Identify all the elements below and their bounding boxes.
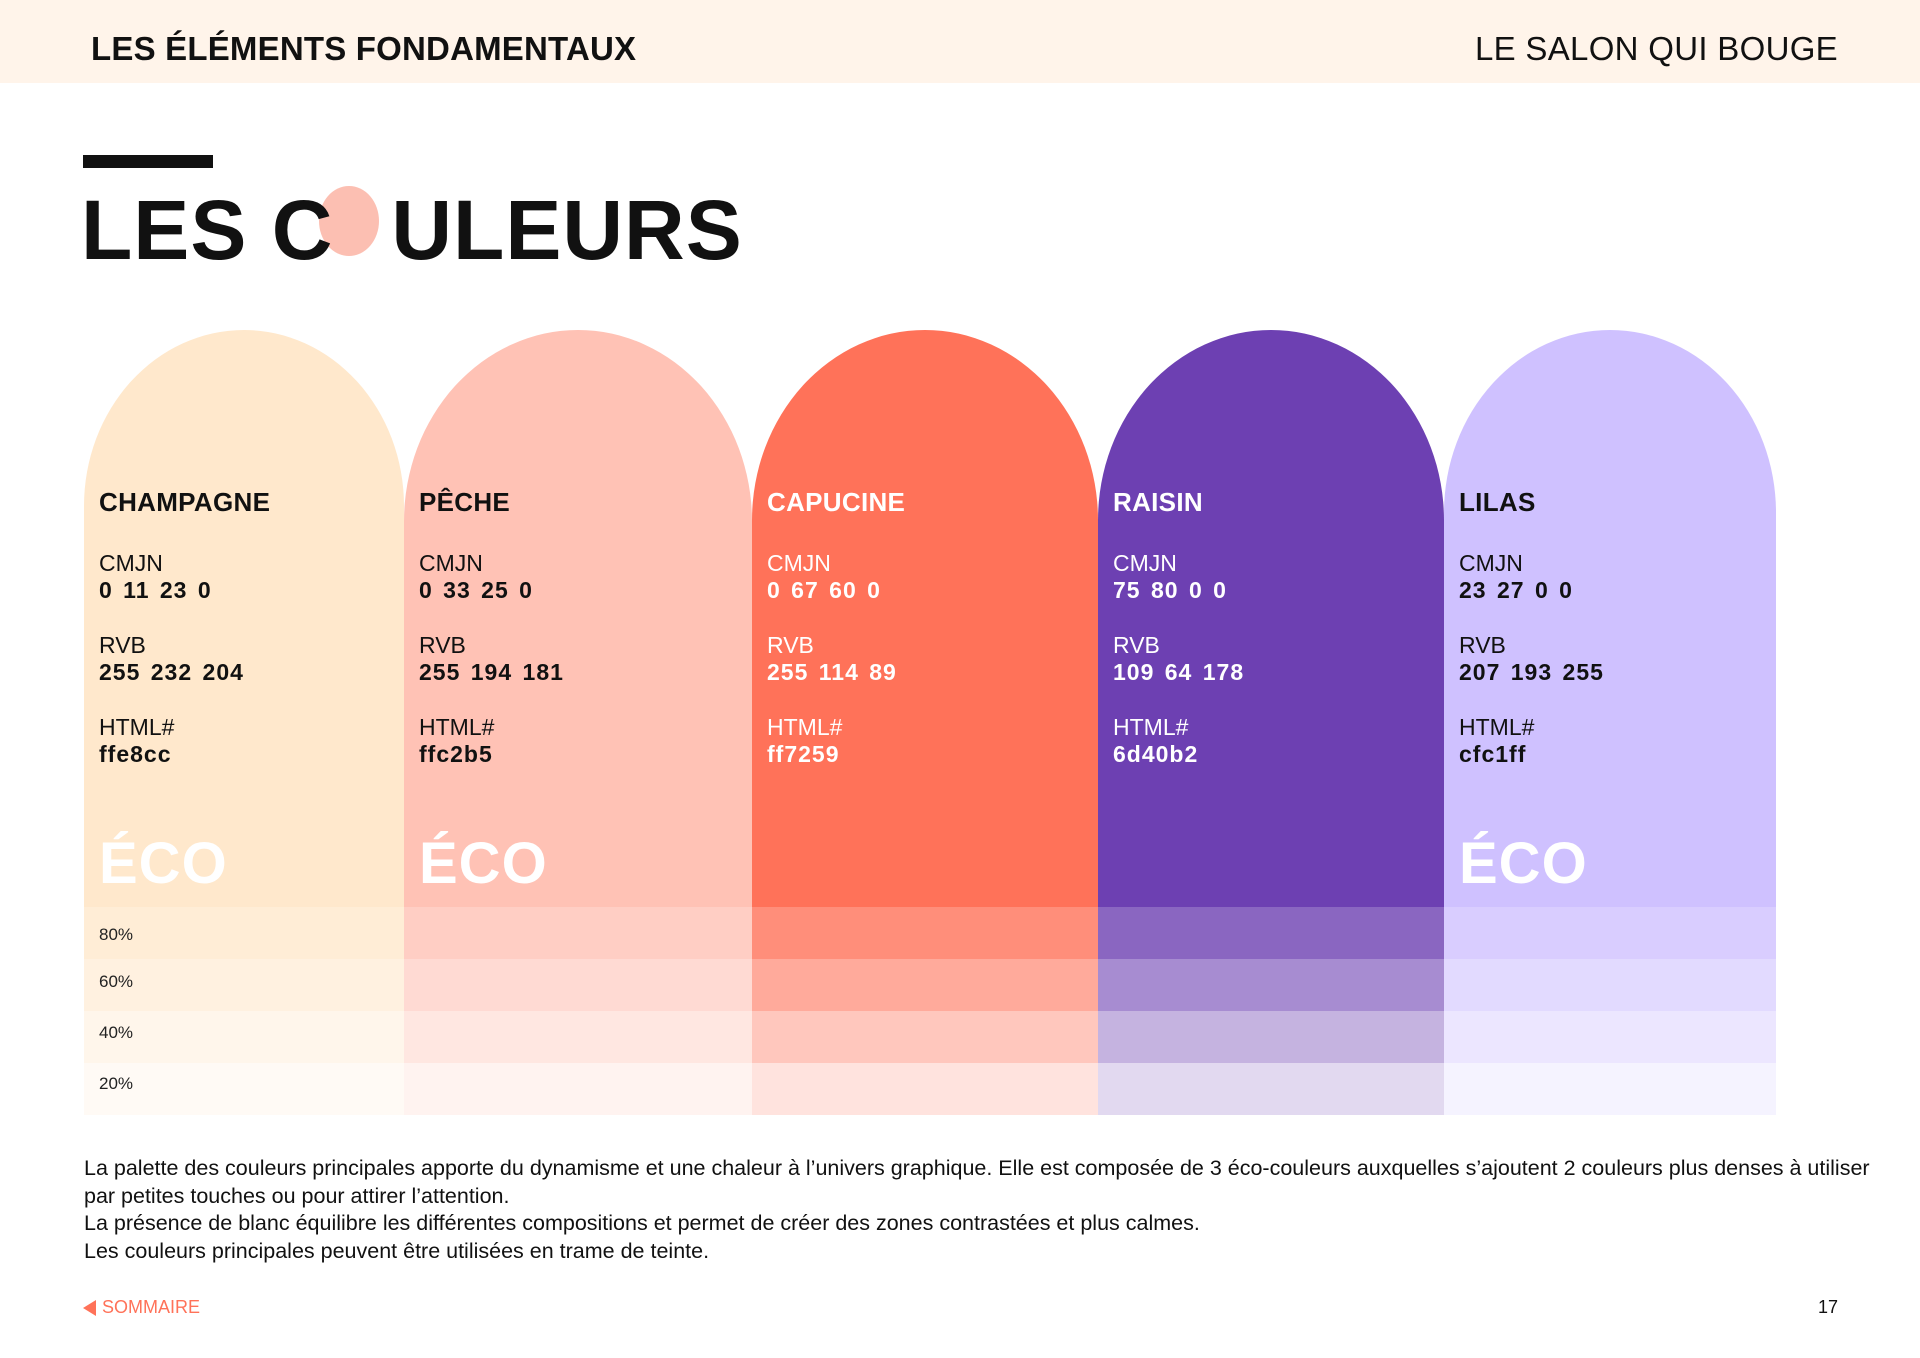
html-label: HTML# bbox=[1459, 714, 1535, 740]
cmyk-value: 0 11 23 0 bbox=[99, 577, 212, 603]
html-label: HTML# bbox=[767, 714, 843, 740]
palette-description: La palette des couleurs principales appo… bbox=[84, 1155, 1874, 1265]
rgb-label: RVB bbox=[1113, 632, 1160, 658]
cmyk-value: 23 27 0 0 bbox=[1459, 577, 1573, 603]
html-value: ffc2b5 bbox=[419, 741, 493, 767]
tint-label-20: 20% bbox=[99, 1074, 134, 1093]
tint-band bbox=[1444, 1011, 1776, 1063]
eco-label: ÉCO bbox=[99, 831, 228, 896]
tint-band bbox=[84, 1063, 404, 1115]
tint-band bbox=[84, 907, 404, 959]
html-value: ffe8cc bbox=[99, 741, 172, 767]
html-value: 6d40b2 bbox=[1113, 741, 1199, 767]
cmyk-value: 0 33 25 0 bbox=[419, 577, 533, 603]
tint-band bbox=[84, 1011, 404, 1063]
rgb-value: 255 232 204 bbox=[99, 659, 244, 685]
color-name: LILAS bbox=[1459, 487, 1536, 517]
page-title: LES C ULEURS bbox=[81, 185, 743, 275]
swatch-main-area bbox=[1098, 330, 1444, 907]
color-name: CAPUCINE bbox=[767, 487, 906, 517]
top-header-bar: LES ÉLÉMENTS FONDAMENTAUX LE SALON QUI B… bbox=[0, 0, 1920, 83]
html-label: HTML# bbox=[419, 714, 495, 740]
tint-band bbox=[752, 1063, 1098, 1115]
tint-label-60: 60% bbox=[99, 972, 134, 991]
cmyk-label: CMJN bbox=[1113, 550, 1177, 576]
tint-band bbox=[404, 959, 752, 1011]
color-name: CHAMPAGNE bbox=[99, 487, 271, 517]
rgb-value: 207 193 255 bbox=[1459, 659, 1604, 685]
tint-band bbox=[1444, 1063, 1776, 1115]
cmyk-label: CMJN bbox=[767, 550, 831, 576]
swatch-main-area bbox=[404, 330, 752, 907]
cmyk-label: CMJN bbox=[99, 550, 163, 576]
tint-band bbox=[404, 1063, 752, 1115]
heading-circle-decoration bbox=[319, 186, 379, 256]
cmyk-value: 0 67 60 0 bbox=[767, 577, 881, 603]
swatch-main-area bbox=[84, 330, 404, 907]
rgb-label: RVB bbox=[99, 632, 146, 658]
rgb-value: 255 194 181 bbox=[419, 659, 564, 685]
description-paragraph: Les couleurs principales peuvent être ut… bbox=[84, 1238, 710, 1263]
eco-label: ÉCO bbox=[419, 831, 548, 896]
triangle-left-icon bbox=[83, 1299, 96, 1316]
eco-label: ÉCO bbox=[1459, 831, 1588, 896]
swatch-capucine: CAPUCINE CMJN 0 67 60 0 RVB 255 114 89 H… bbox=[752, 330, 1098, 1115]
cmyk-label: CMJN bbox=[419, 550, 483, 576]
page-title-part-2: ULEURS bbox=[391, 183, 743, 277]
tint-band bbox=[1098, 907, 1444, 959]
section-title: LES ÉLÉMENTS FONDAMENTAUX bbox=[91, 30, 637, 67]
tint-band bbox=[752, 907, 1098, 959]
tint-band bbox=[1098, 959, 1444, 1011]
color-palette: CHAMPAGNE CMJN 0 11 23 0 RVB 255 232 204… bbox=[84, 330, 1776, 1115]
swatch-main-area bbox=[752, 330, 1098, 907]
description-paragraph: La présence de blanc équilibre les diffé… bbox=[84, 1211, 1200, 1235]
rgb-label: RVB bbox=[767, 632, 814, 658]
title-accent-bar bbox=[83, 155, 213, 168]
rgb-label: RVB bbox=[419, 632, 466, 658]
sommaire-link-label: SOMMAIRE bbox=[102, 1297, 201, 1317]
tint-label-40: 40% bbox=[99, 1023, 134, 1042]
tint-band bbox=[752, 959, 1098, 1011]
tint-label-80: 80% bbox=[99, 925, 134, 944]
tint-band bbox=[1098, 1063, 1444, 1115]
swatch-peche: PÊCHE CMJN 0 33 25 0 RVB 255 194 181 HTM… bbox=[404, 330, 752, 1115]
html-value: cfc1ff bbox=[1459, 741, 1527, 767]
tint-band bbox=[404, 907, 752, 959]
cmyk-label: CMJN bbox=[1459, 550, 1523, 576]
html-label: HTML# bbox=[99, 714, 175, 740]
tint-band bbox=[1444, 959, 1776, 1011]
tint-band bbox=[752, 1011, 1098, 1063]
brand-name: LE SALON QUI BOUGE bbox=[1474, 30, 1838, 67]
html-value: ff7259 bbox=[767, 741, 840, 767]
cmyk-value: 75 80 0 0 bbox=[1113, 577, 1227, 603]
html-label: HTML# bbox=[1113, 714, 1189, 740]
description-paragraph: La palette des couleurs principales appo… bbox=[84, 1156, 1870, 1208]
color-name: PÊCHE bbox=[419, 487, 511, 517]
rgb-label: RVB bbox=[1459, 632, 1506, 658]
swatch-main-area bbox=[1444, 330, 1776, 907]
swatch-champagne: CHAMPAGNE CMJN 0 11 23 0 RVB 255 232 204… bbox=[84, 330, 404, 1115]
swatch-lilas: LILAS CMJN 23 27 0 0 RVB 207 193 255 HTM… bbox=[1444, 330, 1776, 1115]
tint-band bbox=[1444, 907, 1776, 959]
tint-band bbox=[84, 959, 404, 1011]
page-title-part-1: LES C bbox=[81, 183, 334, 277]
tint-band bbox=[1098, 1011, 1444, 1063]
tint-band bbox=[404, 1011, 752, 1063]
rgb-value: 255 114 89 bbox=[767, 659, 897, 685]
swatch-raisin: RAISIN CMJN 75 80 0 0 RVB 109 64 178 HTM… bbox=[1098, 330, 1444, 1115]
page-number: 17 bbox=[1817, 1297, 1838, 1317]
rgb-value: 109 64 178 bbox=[1113, 659, 1245, 685]
sommaire-link[interactable]: SOMMAIRE bbox=[83, 1297, 200, 1318]
color-name: RAISIN bbox=[1113, 487, 1203, 517]
